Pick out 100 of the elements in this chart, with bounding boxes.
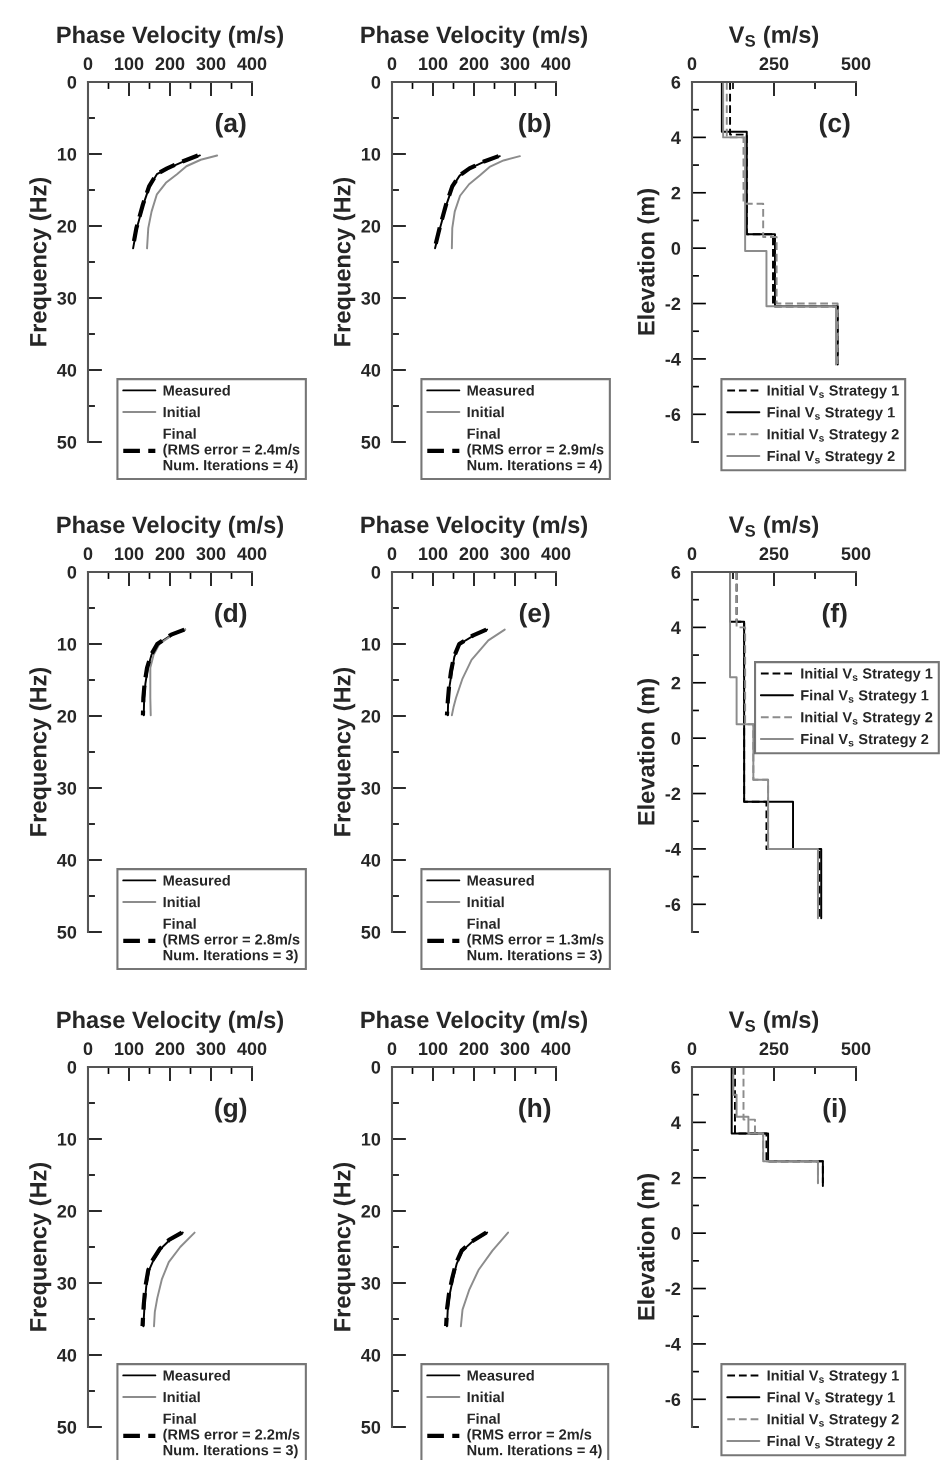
x-tick-label: 300 <box>500 547 530 561</box>
legend-label: Final (RMS error = 2.4m/s Num. Iterations = 4) <box>163 428 300 474</box>
x-tick-label: 0 <box>83 547 93 561</box>
y-axis-title: Frequency (Hz) <box>333 1162 356 1331</box>
legend-label: Final (RMS error = 2m/s Num. Iterations = 4) <box>467 1413 602 1459</box>
y-axis-title: Frequency (Hz) <box>333 667 356 836</box>
y-axis-title: Frequency (Hz) <box>29 177 52 346</box>
legend-label: Measured <box>163 384 230 396</box>
y-tick-label: 4 <box>671 131 681 144</box>
y-axis-title: Elevation (m) <box>637 1174 660 1320</box>
x-tick-label: 0 <box>687 547 697 561</box>
y-tick-label: 50 <box>57 925 77 939</box>
y-tick-label: 30 <box>57 1276 77 1290</box>
y-axis-title: Frequency (Hz) <box>29 1162 52 1331</box>
legend-label: Final (RMS error = 1.3m/s Num. Iterations = 3) <box>467 918 604 964</box>
y-tick-label: 10 <box>361 1132 381 1146</box>
x-tick-label: 500 <box>841 547 871 561</box>
x-tick-label: 100 <box>419 1042 448 1056</box>
y-tick-label: 20 <box>361 709 381 723</box>
y-tick-label: -4 <box>665 353 681 366</box>
y-tick-label: 0 <box>671 1227 681 1240</box>
x-tick-label: 100 <box>115 1042 144 1056</box>
y-tick-label: 40 <box>57 363 77 377</box>
legend-label: Initial V$_{s}$ Strategy 2 <box>801 711 933 726</box>
y-axis-title: Elevation (m) <box>637 189 660 335</box>
x-tick-label: 300 <box>500 57 530 71</box>
legend-label: Final V$_{s}$ Strategy 2 <box>767 450 895 465</box>
annotation: (c) <box>819 112 850 138</box>
line-series <box>450 155 521 250</box>
y-tick-label: 30 <box>57 291 77 305</box>
legend-label: Initial <box>467 406 504 418</box>
y-tick-label: 6 <box>671 565 681 579</box>
x-tick-label: 0 <box>387 57 397 71</box>
annotation: (i) <box>823 1097 846 1123</box>
y-axis-title: Frequency (Hz) <box>29 667 52 836</box>
x-tick-label: 250 <box>759 1042 789 1056</box>
y-tick-label: -6 <box>665 898 681 912</box>
x-tick-label: 250 <box>759 547 789 561</box>
y-tick-label: 4 <box>671 621 681 634</box>
y-tick-label: 10 <box>57 147 77 161</box>
x-axis-title: Phase Velocity (m/s) <box>361 515 588 538</box>
y-tick-label: 10 <box>361 147 381 161</box>
y-tick-label: 2 <box>671 186 681 200</box>
x-tick-label: 400 <box>541 1042 571 1056</box>
x-tick-label: 400 <box>541 547 571 561</box>
y-tick-label: 2 <box>671 1171 681 1185</box>
y-tick-label: 50 <box>57 1420 77 1434</box>
x-axis-title: Phase Velocity (m/s) <box>361 1010 588 1033</box>
legend-label: Final V$_{s}$ Strategy 2 <box>767 1435 895 1450</box>
annotation: (d) <box>215 602 247 628</box>
y-tick-label: -2 <box>665 787 681 801</box>
y-tick-label: 30 <box>361 781 381 795</box>
x-axis-title: Phase Velocity (m/s) <box>57 25 284 48</box>
legend-label: Final V$_{s}$ Strategy 2 <box>801 733 929 748</box>
x-tick-label: 200 <box>459 547 489 561</box>
line-series <box>153 1231 196 1328</box>
x-axis-title: Phase Velocity (m/s) <box>57 1010 284 1033</box>
y-tick-label: 0 <box>371 565 381 579</box>
y-tick-label: 20 <box>57 709 77 723</box>
y-tick-label: -6 <box>665 1393 681 1407</box>
legend-label: Measured <box>467 1369 534 1381</box>
x-tick-label: 200 <box>155 57 185 71</box>
y-tick-label: 6 <box>671 1060 681 1074</box>
x-tick-label: 500 <box>841 57 871 71</box>
y-tick-label: -2 <box>665 297 681 311</box>
y-tick-label: -6 <box>665 408 681 422</box>
annotation: (f) <box>822 602 847 628</box>
x-tick-label: 500 <box>841 1042 871 1056</box>
x-tick-label: 300 <box>196 57 226 71</box>
y-tick-label: 40 <box>57 1348 77 1362</box>
annotation: (b) <box>519 112 551 138</box>
x-tick-label: 100 <box>115 547 144 561</box>
x-axis-title: V$_{S}$ (m/s) <box>728 515 819 538</box>
legend-label: Initial <box>163 1391 200 1403</box>
legend-label: Initial <box>467 1391 504 1403</box>
x-tick-label: 0 <box>687 1042 697 1056</box>
y-tick-label: 30 <box>57 781 77 795</box>
legend-label: Measured <box>467 384 534 396</box>
x-tick-label: 200 <box>155 1042 185 1056</box>
y-tick-label: 0 <box>67 1060 77 1074</box>
legend-label: Initial V$_{s}$ Strategy 1 <box>767 1369 899 1384</box>
legend-label: Initial V$_{s}$ Strategy 1 <box>801 667 933 682</box>
y-tick-label: 50 <box>57 435 77 449</box>
x-tick-label: 400 <box>237 547 267 561</box>
x-tick-label: 400 <box>541 57 571 71</box>
y-axis-title: Elevation (m) <box>637 679 660 825</box>
x-tick-label: 0 <box>387 1042 397 1056</box>
x-tick-label: 100 <box>419 547 448 561</box>
legend-label: Final (RMS error = 2.8m/s Num. Iterations = 3) <box>163 918 300 964</box>
y-tick-label: 30 <box>361 1276 381 1290</box>
x-tick-label: 0 <box>387 547 397 561</box>
y-tick-label: 4 <box>671 1116 681 1129</box>
y-tick-label: 20 <box>361 219 381 233</box>
legend-label: Measured <box>163 1369 230 1381</box>
legend-label: Measured <box>163 874 230 886</box>
y-tick-label: 0 <box>671 242 681 255</box>
y-tick-label: 0 <box>371 75 381 89</box>
y-tick-label: 50 <box>361 925 381 939</box>
x-axis-title: Phase Velocity (m/s) <box>361 25 588 48</box>
y-tick-label: 30 <box>361 291 381 305</box>
